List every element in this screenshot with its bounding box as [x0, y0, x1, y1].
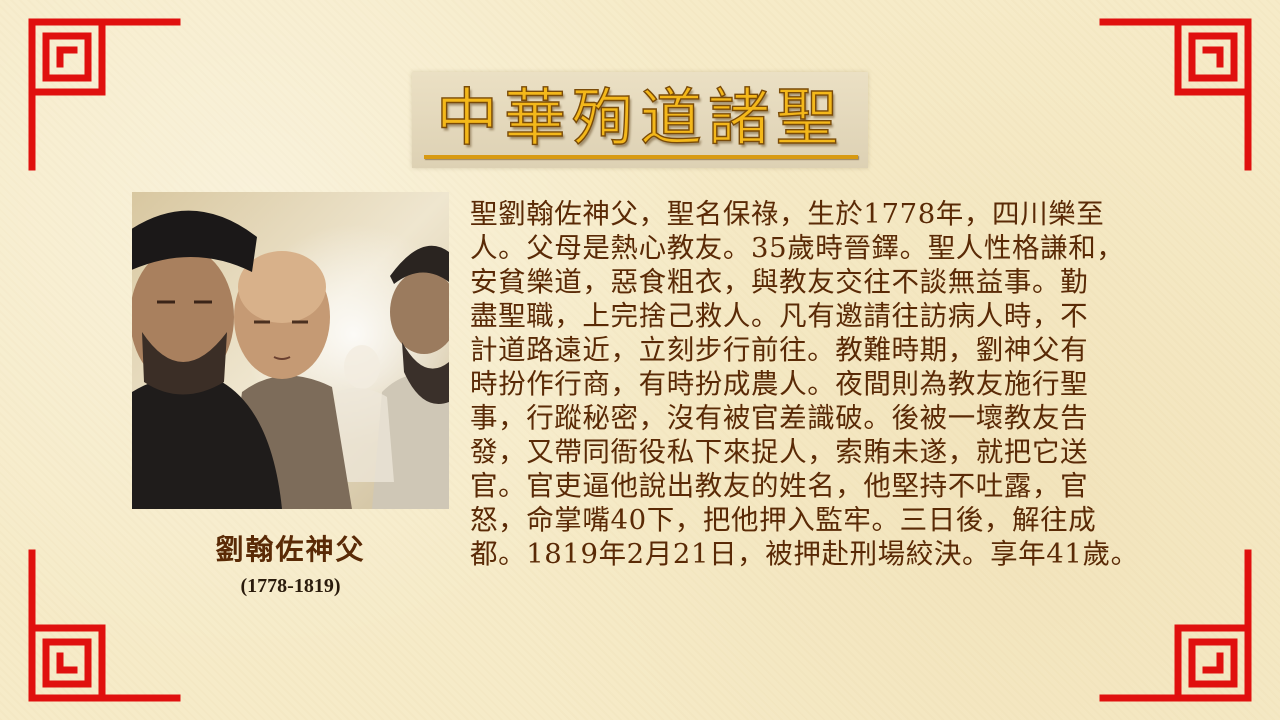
bio-line: 計道路遠近，立刻步行前往。教難時期，劉神父有: [470, 334, 1089, 366]
bio-line: 聖劉翰佐神父，聖名保祿，生於1778年，四川樂至: [470, 198, 1105, 230]
bio-line: 事，行蹤秘密，沒有被官差識破。後被一壞教友告: [470, 402, 1089, 434]
bio-line: 官。官吏逼他說出教友的姓名，他堅持不吐露，官: [470, 470, 1089, 502]
bio-line: 怒，命掌嘴40下，把他押入監牢。三日後，解往成: [470, 504, 1097, 536]
corner-ornament-bottom-right: [1098, 548, 1258, 708]
bio-line: 人。父母是熱心教友。35歲時晉鐸。聖人性格謙和，: [470, 232, 1125, 264]
title-banner: 中華殉道諸聖: [412, 72, 868, 168]
bio-line: 都。1819年2月21日，被押赴刑場絞決。享年41歲。: [470, 538, 1139, 570]
bio-line: 安貧樂道，惡食粗衣，與教友交往不談無益事。勤: [470, 266, 1089, 298]
biography-text: 聖劉翰佐神父，聖名保祿，生於1778年，四川樂至 人。父母是熱心教友。35歲時晉…: [470, 197, 1190, 571]
bio-line: 盡聖職，上完捨己救人。凡有邀請往訪病人時，不: [470, 300, 1089, 332]
corner-ornament-top-left: [22, 12, 182, 172]
corner-ornament-bottom-left: [22, 548, 182, 708]
bio-line: 時扮作行商，有時扮成農人。夜間則為教友施行聖: [470, 368, 1089, 400]
saint-dates-caption: (1778-1819): [240, 575, 341, 597]
saint-portrait-image: [132, 192, 449, 509]
page-title: 中華殉道諸聖: [435, 80, 844, 154]
corner-ornament-top-right: [1098, 12, 1258, 172]
bio-line: 發，又帶同衙役私下來捉人，索賄未遂，就把它送: [470, 436, 1089, 468]
saint-name-caption: 劉翰佐神父: [215, 533, 366, 566]
title-underline: [424, 155, 858, 159]
